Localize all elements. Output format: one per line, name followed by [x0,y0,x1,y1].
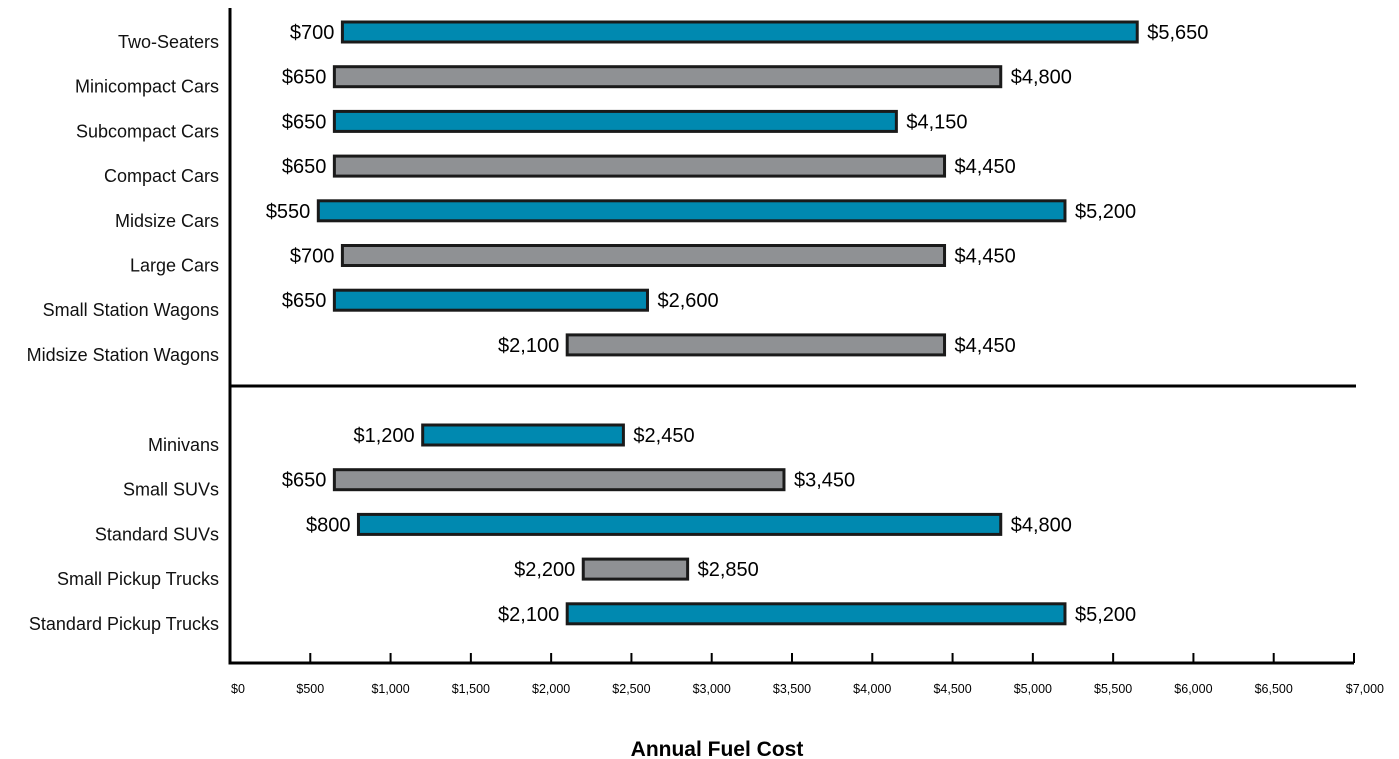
x-tick-label: $3,000 [693,682,731,696]
x-tick-label: $7,000 [1346,682,1384,696]
high-value-label-compact-cars: $4,450 [955,156,1016,178]
high-value-label-large-cars: $4,450 [955,246,1016,268]
x-tick-label: $0 [231,682,245,696]
bar-minicompact-cars [332,65,1003,89]
low-value-label-compact-cars: $650 [282,156,327,178]
high-value-label-two-seaters: $5,650 [1147,22,1208,44]
low-value-label-small-pickup-trucks: $2,200 [514,559,575,581]
x-tick-label: $3,500 [773,682,811,696]
category-label-small-pickup-trucks: Small Pickup Trucks [57,569,219,589]
category-label-small-station-wagons: Small Station Wagons [43,300,219,320]
low-value-label-standard-suvs: $800 [306,514,351,536]
high-value-label-midsize-station-wagons: $4,450 [955,335,1016,357]
category-label-subcompact-cars: Subcompact Cars [76,121,219,141]
low-value-label-subcompact-cars: $650 [282,111,327,133]
bar-subcompact-cars [332,109,898,133]
category-label-two-seaters: Two-Seaters [118,32,219,52]
category-label-midsize-station-wagons: Midsize Station Wagons [27,345,219,365]
category-label-standard-suvs: Standard SUVs [95,524,219,544]
category-label-large-cars: Large Cars [130,256,219,276]
category-label-minivans: Minivans [148,435,219,455]
low-value-label-minivans: $1,200 [354,425,415,447]
high-value-label-standard-suvs: $4,800 [1011,514,1072,536]
x-tick-label: $6,000 [1174,682,1212,696]
labels-layer: Two-Seaters $700 $5,650 Minicompact Cars $65… [27,22,1209,634]
bar-large-cars [340,244,947,267]
x-tick-label: $4,500 [933,682,971,696]
low-value-label-midsize-station-wagons: $2,100 [498,335,559,357]
high-value-label-midsize-cars: $5,200 [1075,201,1136,223]
x-tick-label: $4,000 [853,682,891,696]
low-value-label-midsize-cars: $550 [266,201,311,223]
x-tick-label: $5,000 [1014,682,1052,696]
bar-midsize-station-wagons [565,333,947,357]
bar-standard-pickup-trucks [565,602,1067,626]
category-label-small-suvs: Small SUVs [123,480,219,500]
bar-compact-cars [332,154,947,178]
bar-standard-suvs [356,512,1003,536]
high-value-label-small-station-wagons: $2,600 [657,290,718,312]
x-axis-title: Annual Fuel Cost [631,738,804,759]
low-value-label-two-seaters: $700 [290,22,335,44]
bar-small-station-wagons [332,288,649,312]
low-value-label-large-cars: $700 [290,246,335,268]
x-tick-label: $1,000 [371,682,409,696]
x-tick-label: $6,500 [1255,682,1293,696]
bar-midsize-cars [316,199,1067,223]
high-value-label-small-pickup-trucks: $2,850 [698,559,759,581]
category-label-midsize-cars: Midsize Cars [115,211,219,231]
high-value-label-subcompact-cars: $4,150 [906,111,967,133]
low-value-label-small-station-wagons: $650 [282,290,327,312]
bar-minivans [421,423,625,447]
high-value-label-minivans: $2,450 [633,425,694,447]
bar-two-seaters [340,20,1139,44]
x-tick-label: $2,500 [612,682,650,696]
high-value-label-standard-pickup-trucks: $5,200 [1075,604,1136,626]
bars-layer [316,20,1139,626]
x-tick-label: $1,500 [452,682,490,696]
bar-small-suvs [332,468,786,492]
x-tick-label: $500 [296,682,324,696]
low-value-label-small-suvs: $650 [282,470,327,492]
category-label-standard-pickup-trucks: Standard Pickup Trucks [29,614,219,634]
bar-small-pickup-trucks [581,557,690,581]
high-value-label-small-suvs: $3,450 [794,470,855,492]
category-label-minicompact-cars: Minicompact Cars [75,77,219,97]
low-value-label-minicompact-cars: $650 [282,67,327,89]
high-value-label-minicompact-cars: $4,800 [1011,67,1072,89]
x-tick-label: $5,500 [1094,682,1132,696]
category-label-compact-cars: Compact Cars [104,166,219,186]
low-value-label-standard-pickup-trucks: $2,100 [498,604,559,626]
x-tick-label: $2,000 [532,682,570,696]
axes-layer: $0 $500 $1,000 $1,500 $2,000 $2,500 $3,000 $3,5… [228,8,1384,696]
